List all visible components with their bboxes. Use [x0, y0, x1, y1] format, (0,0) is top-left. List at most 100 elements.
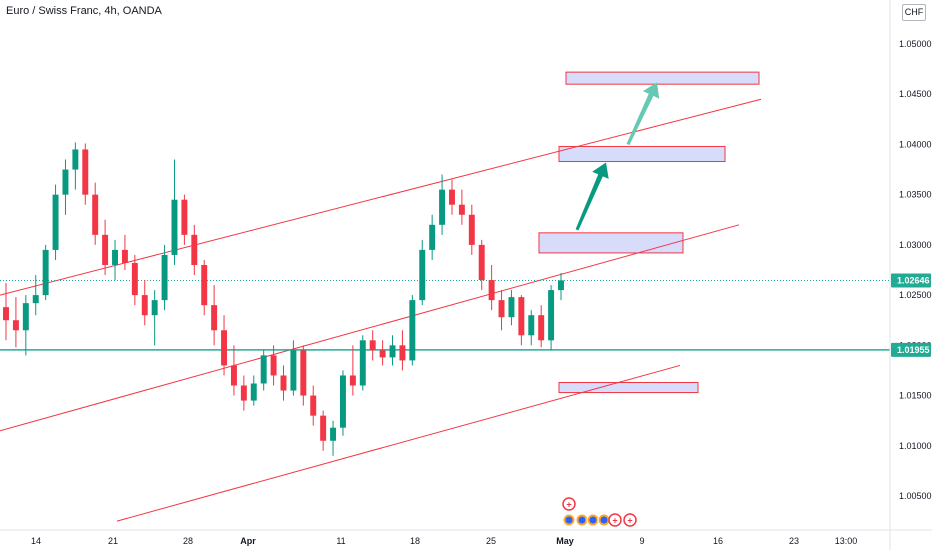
flag-icon[interactable]: +: [623, 513, 637, 527]
calendar-icon[interactable]: [586, 513, 600, 527]
candle: [240, 375, 247, 411]
candle-body: [429, 224, 436, 250]
calendar-icon[interactable]: [562, 513, 576, 527]
y-tick-label: 1.05000: [899, 39, 932, 49]
calendar-icon[interactable]: [575, 513, 589, 527]
candle-body: [181, 199, 188, 235]
candle: [409, 295, 416, 366]
candle: [22, 295, 29, 356]
candle: [250, 375, 257, 406]
lower-channel-line: [116, 364, 681, 522]
candle: [181, 194, 188, 245]
events-row: + + +: [562, 497, 637, 527]
x-tick-label: 13:00: [835, 536, 858, 546]
flag-icon[interactable]: +: [562, 497, 576, 511]
candle-body: [161, 254, 168, 301]
candle-body: [171, 199, 178, 255]
candle-body: [230, 365, 237, 386]
candle-body: [330, 427, 337, 441]
candle-body: [359, 340, 366, 386]
flag-icon[interactable]: +: [608, 513, 622, 527]
candle-body: [240, 385, 247, 401]
x-tick-label: 14: [31, 536, 41, 546]
candle: [538, 305, 545, 348]
svg-text:+: +: [612, 516, 617, 526]
arrow-up-2: [626, 82, 660, 146]
x-tick-label: 16: [713, 536, 723, 546]
candle-body: [102, 234, 109, 265]
candle: [310, 385, 317, 426]
y-tick-label: 1.04500: [899, 89, 932, 99]
y-tick-label: 1.02500: [899, 290, 932, 300]
price-tag: 1.01955: [891, 342, 931, 357]
candle: [112, 239, 118, 281]
x-tick-label: May: [556, 536, 574, 546]
chart-title: Euro / Swiss Franc, 4h, OANDA: [6, 5, 162, 17]
upper-channel-line: [0, 98, 762, 296]
candle: [488, 264, 495, 311]
candle: [280, 365, 287, 401]
candle: [399, 330, 406, 371]
candle-body: [310, 395, 317, 416]
calendar-icon[interactable]: [597, 513, 611, 527]
candle: [102, 219, 109, 276]
candle: [518, 295, 525, 346]
candle: [121, 234, 128, 270]
target-zone-3: [565, 71, 760, 85]
svg-text:+: +: [627, 516, 632, 526]
candle-body: [409, 300, 416, 361]
candle: [458, 189, 465, 225]
candle: [439, 174, 446, 235]
candle-body: [518, 297, 525, 336]
x-tick-label: Apr: [240, 536, 256, 546]
candle: [211, 285, 218, 346]
y-tick-label: 1.01000: [899, 441, 932, 451]
candle-body: [151, 300, 158, 316]
x-tick-label: 28: [183, 536, 193, 546]
candle: [260, 350, 267, 391]
candle: [32, 275, 39, 316]
candle-body: [131, 262, 138, 296]
candle-body: [191, 234, 198, 265]
candle: [508, 290, 515, 326]
candle: [369, 330, 376, 361]
candle-body: [82, 149, 89, 195]
x-tick-label: 23: [789, 536, 799, 546]
candle: [3, 283, 9, 341]
candle: [201, 259, 208, 316]
candle-body: [250, 383, 257, 401]
candle-body: [112, 249, 118, 265]
price-axis: 1.05000 1.04500 1.04000 1.03500 1.03000 1.025…: [889, 0, 932, 550]
middle-channel-line: [0, 224, 740, 432]
candle: [389, 335, 396, 366]
y-tick-label: 1.03000: [899, 240, 932, 250]
candle-body: [211, 305, 218, 331]
candle: [320, 410, 327, 451]
candle: [191, 224, 198, 276]
currency-button[interactable]: CHF: [902, 4, 926, 21]
candle: [52, 184, 59, 260]
target-zone-2: [558, 145, 726, 163]
candle-body: [458, 204, 465, 215]
candle-body: [528, 315, 535, 336]
price-tag: 1.02646: [891, 273, 931, 288]
candle-body: [538, 315, 545, 341]
candle-body: [339, 375, 346, 428]
candle: [300, 345, 307, 406]
candle-body: [201, 264, 208, 306]
candle: [449, 179, 455, 215]
plot-area: [0, 71, 890, 522]
candle: [12, 297, 19, 348]
x-tick-label: 18: [410, 536, 420, 546]
price-tag-label: 1.02646: [897, 275, 930, 285]
candle-body: [22, 303, 29, 331]
svg-text:+: +: [566, 500, 571, 510]
y-tick-label: 1.01500: [899, 391, 932, 401]
candle: [359, 335, 366, 391]
candle-body: [508, 297, 515, 318]
candle-body: [72, 149, 79, 170]
candle: [92, 182, 99, 245]
candle-body: [141, 295, 148, 316]
candle-body: [300, 350, 307, 396]
